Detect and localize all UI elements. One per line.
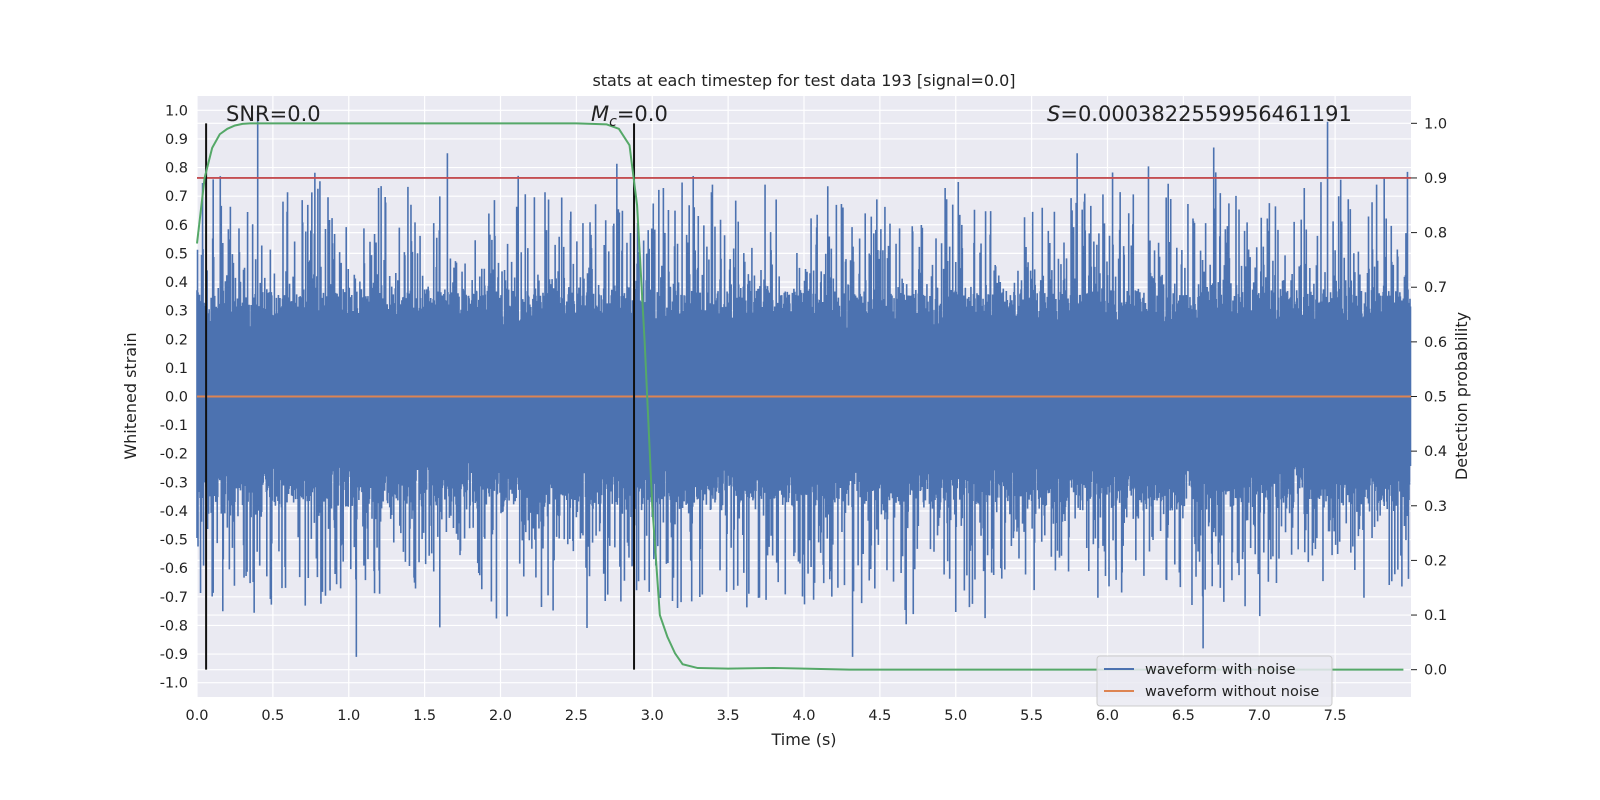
y2-tick-label: 0.9 xyxy=(1424,171,1447,187)
x-tick-label: 3.0 xyxy=(641,708,664,724)
y-tick-label: 0.6 xyxy=(165,218,188,234)
y-tick-label: 0.8 xyxy=(165,161,188,177)
y-tick-label: -0.4 xyxy=(160,504,188,520)
y-tick-label: 0.2 xyxy=(165,332,188,348)
y2-tick-label: 0.7 xyxy=(1424,280,1447,296)
axes: 0.0 0.5 1.0 1.5 2.0 2.5 3.0 3.5 4.0 4.5 5.0 5.5 6.0 6… xyxy=(160,103,1447,724)
y-tick-label: -0.8 xyxy=(160,618,188,634)
y-tick-label: 0.7 xyxy=(165,189,188,205)
snr-annotation: SNR=0.0 xyxy=(226,102,321,126)
x-tick-label: 7.5 xyxy=(1324,708,1347,724)
y2-tick-label: 0.5 xyxy=(1424,390,1447,406)
y2-tick-label: 0.2 xyxy=(1424,553,1447,569)
y-tick-label: 0.3 xyxy=(165,304,188,320)
y-tick-label: -0.9 xyxy=(160,647,188,663)
s-value: =0.0003822559956461191 xyxy=(1060,102,1352,126)
s-annotation: S=0.0003822559956461191 xyxy=(1047,102,1352,126)
mc-value: =0.0 xyxy=(617,102,668,126)
x-tick-label: 2.0 xyxy=(489,708,512,724)
x-tick-label: 5.5 xyxy=(1020,708,1043,724)
y2-tick-label: 0.4 xyxy=(1424,444,1447,460)
x-tick-label: 2.5 xyxy=(565,708,588,724)
y2-tick-label: 0.0 xyxy=(1424,663,1447,679)
y-tick-label: 0.9 xyxy=(165,132,188,148)
legend-label-clean: waveform without noise xyxy=(1145,684,1319,700)
y2-tick-label: 0.3 xyxy=(1424,499,1447,515)
mc-symbol: M xyxy=(591,102,609,126)
y2-tick-label: 0.6 xyxy=(1424,335,1447,351)
y2-tick-label: 0.8 xyxy=(1424,226,1447,242)
mc-annotation: Mc=0.0 xyxy=(591,102,668,130)
y-tick-label: -0.1 xyxy=(160,418,188,434)
x-tick-label: 6.5 xyxy=(1172,708,1195,724)
overlays xyxy=(196,122,1411,671)
s-symbol: S xyxy=(1047,102,1060,126)
y-axis-label: Whitened strain xyxy=(121,332,140,459)
x-tick-label: 3.5 xyxy=(717,708,740,724)
y2-tick-label: 1.0 xyxy=(1424,116,1447,132)
x-tick-label: 0.0 xyxy=(185,708,208,724)
x-axis-label: Time (s) xyxy=(770,730,836,749)
y-tick-label: -0.6 xyxy=(160,561,188,577)
x-tick-label: 1.5 xyxy=(413,708,436,724)
chart-title: stats at each timestep for test data 193… xyxy=(592,71,1015,90)
x-tick-label: 4.0 xyxy=(792,708,815,724)
y-tick-label: -1.0 xyxy=(160,676,188,692)
y-tick-label: -0.3 xyxy=(160,475,188,491)
y2-tick-label: 0.1 xyxy=(1424,608,1447,624)
y-tick-label: 0.5 xyxy=(165,246,188,262)
legend-label-noise: waveform with noise xyxy=(1145,662,1296,678)
x-tick-label: 1.0 xyxy=(337,708,360,724)
y-tick-label: -0.2 xyxy=(160,447,188,463)
legend-box xyxy=(1096,655,1333,707)
y-tick-label: -0.5 xyxy=(160,533,188,549)
x-tick-label: 5.0 xyxy=(944,708,967,724)
y-tick-label: 0.4 xyxy=(165,275,188,291)
y-tick-label: 0.1 xyxy=(165,361,188,377)
y-tick-label: 1.0 xyxy=(165,103,188,119)
y2-axis-label: Detection probability xyxy=(1452,312,1471,480)
x-tick-label: 4.5 xyxy=(868,708,891,724)
x-tick-label: 0.5 xyxy=(261,708,284,724)
x-tick-label: 6.0 xyxy=(1096,708,1119,724)
legend: waveform with noise waveform without noi… xyxy=(1096,655,1333,707)
mc-subscript: c xyxy=(609,114,617,130)
y-tick-label: -0.7 xyxy=(160,590,188,606)
detection-probability-line xyxy=(196,122,1404,671)
y-tick-label: 0.0 xyxy=(165,390,188,406)
x-tick-label: 7.0 xyxy=(1248,708,1271,724)
